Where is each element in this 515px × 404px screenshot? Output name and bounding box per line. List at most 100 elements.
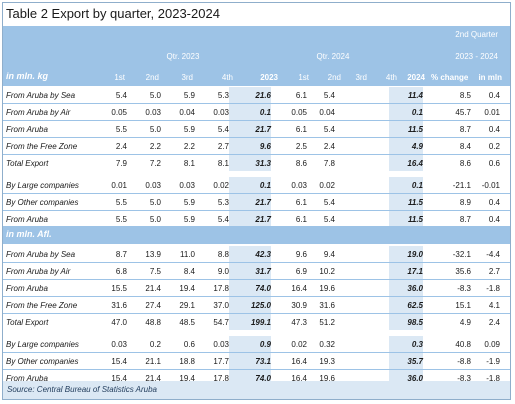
table-cell: 30.9 [271, 296, 307, 314]
table-cell: 17.8 [195, 279, 229, 297]
table-cell: 8.6 [271, 154, 307, 171]
table-cell: 21.6 [229, 87, 271, 104]
table-cell: 11.5 [389, 120, 423, 138]
table-cell: 47.3 [271, 313, 307, 330]
row-label: Total Export [3, 154, 101, 171]
table-cell [335, 246, 361, 263]
table-cell [361, 262, 389, 280]
table-cell: 31.6 [307, 296, 335, 314]
table-cell: 0.4 [471, 210, 510, 227]
table-cell: 8.6 [423, 154, 471, 171]
table-cell: 0.01 [101, 177, 127, 194]
table-cell [361, 313, 389, 330]
row-label: By Other companies [3, 352, 101, 370]
table-cell: 8.7 [423, 210, 471, 227]
row-label: From the Free Zone [3, 296, 101, 314]
table-cell: 5.9 [161, 193, 195, 211]
table-cell: 0.3 [389, 336, 423, 353]
table-cell [335, 336, 361, 353]
table-cell: 125.0 [229, 296, 271, 314]
table-cell [361, 336, 389, 353]
table-cell: -4.4 [471, 246, 510, 263]
table-cell: 19.6 [307, 279, 335, 297]
table-cell: 21.7 [229, 210, 271, 227]
header-col-4th-2023: 4th [221, 73, 233, 82]
row-label: Total Export [3, 313, 101, 330]
table-cell [361, 210, 389, 227]
table-cell: 6.1 [271, 193, 307, 211]
table-cell: 0.6 [161, 336, 195, 353]
source-note: Source: Central Bureau of Statistics Aru… [3, 381, 510, 399]
table-cell: 31.7 [229, 262, 271, 280]
header-col-2nd-2023: 2nd [145, 73, 159, 82]
table-cell: 8.4 [423, 137, 471, 155]
table-cell: 0.9 [229, 336, 271, 353]
table-cell: -1.9 [471, 352, 510, 370]
table-cell: 27.4 [127, 296, 161, 314]
table-cell: 6.1 [271, 210, 307, 227]
table-cell: 8.7 [101, 246, 127, 263]
row-label: By Large companies [3, 336, 101, 353]
table-cell: 0.03 [127, 103, 161, 121]
table-cell: 2.2 [127, 137, 161, 155]
header-unit-kg: in mln. kg [6, 71, 49, 81]
table-cell: 31.6 [101, 296, 127, 314]
header-col-1st-2023: 1st [114, 73, 125, 82]
table-cell: 0.4 [471, 120, 510, 138]
table-cell: 48.8 [127, 313, 161, 330]
table-cell: 0.05 [101, 103, 127, 121]
table-cell: 5.0 [127, 193, 161, 211]
table-cell [335, 313, 361, 330]
table-row: From the Free Zone 31.6 27.4 29.1 37.0 125.0 3… [3, 296, 510, 314]
table-cell [361, 246, 389, 263]
row-label: By Other companies [3, 193, 101, 211]
table-cell: 21.1 [127, 352, 161, 370]
table-header: 2nd Quarter Qtr. 2023 Qtr. 2024 2023 - 2… [3, 26, 510, 86]
table-cell: 15.1 [423, 296, 471, 314]
table-cell: 0.4 [471, 193, 510, 211]
table-cell: 47.0 [101, 313, 127, 330]
table-cell: 5.5 [101, 210, 127, 227]
table-cell: 2.5 [271, 137, 307, 155]
table-cell [335, 87, 361, 104]
table-cell: 5.0 [127, 87, 161, 104]
table-cell: 51.2 [307, 313, 335, 330]
table-cell: 6.8 [101, 262, 127, 280]
row-label: From Aruba by Sea [3, 87, 101, 104]
table-row: By Large companies 0.01 0.03 0.03 0.02 0.1 0.0… [3, 177, 510, 194]
table-cell: 0.02 [195, 177, 229, 194]
table-cell: 11.5 [389, 210, 423, 227]
header-col-2023: 2023 [260, 73, 278, 82]
table-row: From Aruba by Sea 5.4 5.0 5.9 5.3 21.6 6.1 5.4 1… [3, 87, 510, 104]
table-cell: 0.03 [195, 103, 229, 121]
table-cell: -0.01 [471, 177, 510, 194]
row-label: From the Free Zone [3, 137, 101, 155]
table-cell: 5.9 [161, 120, 195, 138]
table-cell [361, 193, 389, 211]
export-afl-table: From Aruba by Sea 8.7 13.9 11.0 8.8 42.3 9.6 9.… [3, 246, 510, 386]
table-cell: 36.0 [389, 279, 423, 297]
table-cell: 10.2 [307, 262, 335, 280]
table-cell [335, 137, 361, 155]
row-label: From Aruba [3, 120, 101, 138]
table-cell: 2.7 [471, 262, 510, 280]
table-cell: 11.4 [389, 87, 423, 104]
table-cell: 15.5 [101, 279, 127, 297]
table-cell: 29.1 [161, 296, 195, 314]
table-cell [335, 352, 361, 370]
table-cell: 5.5 [101, 193, 127, 211]
table-cell: 7.5 [127, 262, 161, 280]
table-cell: 7.9 [101, 154, 127, 171]
table-cell: 40.8 [423, 336, 471, 353]
table-cell: 5.5 [101, 120, 127, 138]
row-label: By Large companies [3, 177, 101, 194]
table-cell: 5.4 [195, 120, 229, 138]
header-in-mln: in mln [478, 73, 502, 82]
table-cell: 0.2 [127, 336, 161, 353]
table-cell: 98.5 [389, 313, 423, 330]
table-cell: 0.03 [127, 177, 161, 194]
table-cell: 0.09 [471, 336, 510, 353]
table-cell: 0.1 [229, 103, 271, 121]
table-row: By Large companies 0.03 0.2 0.6 0.03 0.9 0.02 0… [3, 336, 510, 353]
table-cell: 5.3 [195, 87, 229, 104]
